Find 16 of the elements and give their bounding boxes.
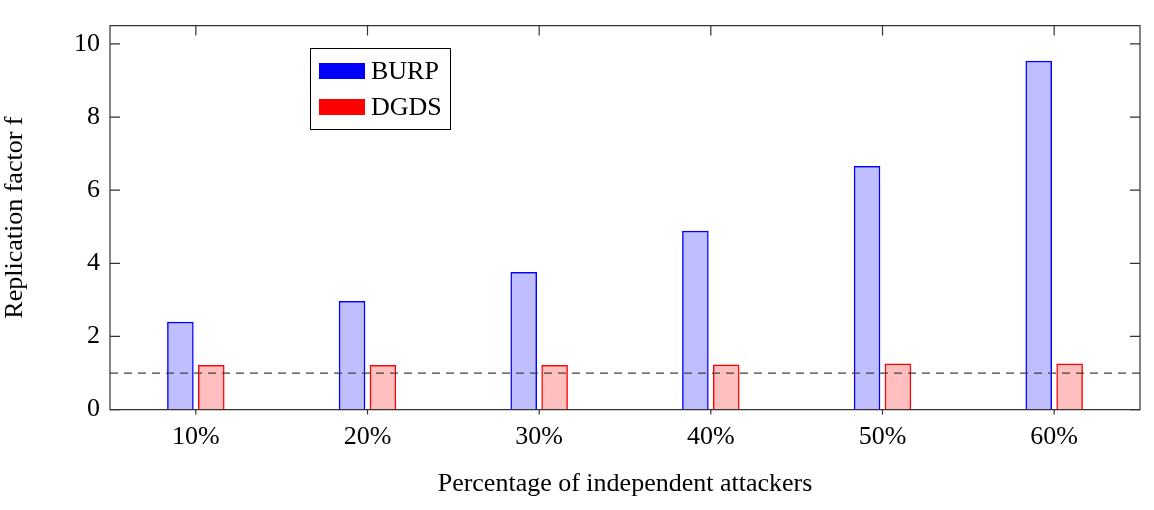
y-tick-label: 4 bbox=[87, 247, 100, 277]
y-tick-label: 10 bbox=[74, 27, 100, 57]
x-tick-label: 10% bbox=[172, 421, 220, 451]
x-tick-label: 20% bbox=[343, 421, 392, 451]
legend-label: DGDS bbox=[371, 91, 442, 123]
x-axis-title: Percentage of independent attackers bbox=[437, 468, 813, 498]
x-tick-label: 40% bbox=[687, 421, 735, 451]
y-axis-title: Replication factor f bbox=[0, 116, 29, 319]
y-tick-label: 8 bbox=[87, 100, 100, 130]
x-tick-label: 50% bbox=[858, 421, 907, 451]
y-tick-label: 0 bbox=[87, 393, 100, 423]
y-tick-label: 2 bbox=[87, 320, 100, 350]
x-tick-label: 30% bbox=[515, 421, 563, 451]
y-tick-label: 6 bbox=[87, 174, 100, 203]
legend-label: BURP bbox=[371, 55, 439, 87]
x-tick-label: 60% bbox=[1030, 421, 1078, 451]
